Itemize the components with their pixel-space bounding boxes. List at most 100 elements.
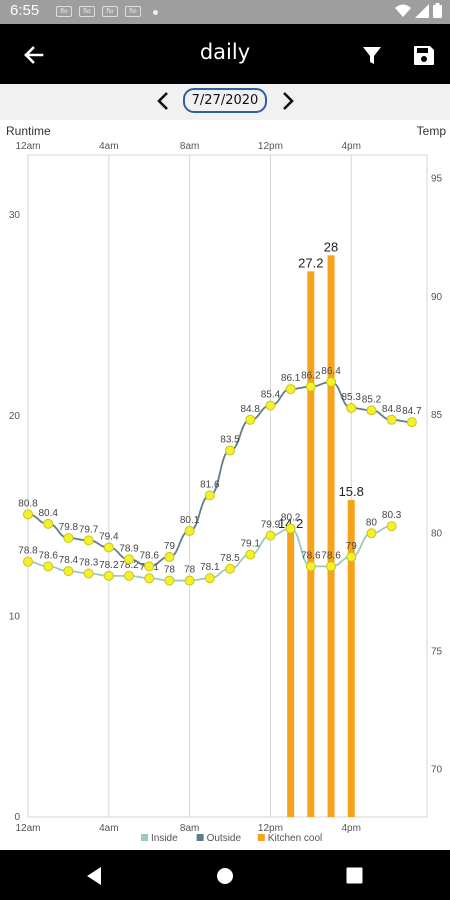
- data-point: [184, 525, 195, 536]
- left-tick-label: 30: [9, 210, 21, 221]
- data-point: [63, 566, 74, 577]
- x-tick-label-top: 4am: [99, 141, 118, 152]
- nav-back-icon[interactable]: [85, 866, 103, 886]
- filter-icon[interactable]: [357, 40, 387, 70]
- legend-label: Kitchen cool: [268, 833, 322, 844]
- data-point: [326, 376, 337, 387]
- data-label: 78.2: [99, 560, 119, 571]
- data-point: [144, 561, 155, 572]
- x-tick-label-bottom: 12am: [15, 823, 40, 834]
- data-point: [305, 381, 316, 392]
- data-label: 79: [346, 541, 358, 552]
- data-label: 79: [164, 541, 176, 552]
- data-point: [164, 575, 175, 586]
- bar-kitchen-cool: [307, 271, 315, 817]
- data-point: [225, 445, 236, 456]
- x-tick-label-bottom: 4am: [99, 823, 118, 834]
- plot-frame: [27, 154, 428, 818]
- notification-icon: fio: [56, 6, 72, 17]
- data-point: [124, 570, 135, 581]
- data-point: [285, 523, 296, 534]
- data-label: 79.1: [240, 539, 260, 550]
- data-label: 78.9: [119, 543, 139, 554]
- bar-kitchen-cool: [327, 255, 335, 817]
- data-point: [366, 528, 377, 539]
- data-label: 79.4: [99, 531, 119, 542]
- bar-value-label: 27.2: [298, 255, 323, 270]
- notification-icon: fio: [79, 6, 95, 17]
- legend-swatch: [257, 834, 265, 841]
- data-label: 83.5: [220, 435, 240, 446]
- data-point: [326, 561, 337, 572]
- data-label: 78.6: [139, 550, 159, 561]
- data-point: [245, 549, 256, 560]
- data-point: [204, 490, 215, 501]
- data-label: 78.6: [38, 550, 58, 561]
- data-label: 79.9: [261, 520, 281, 531]
- data-point: [164, 551, 175, 562]
- data-label: 85.4: [261, 390, 281, 401]
- nav-home-icon[interactable]: [216, 867, 234, 885]
- nav-recents-icon[interactable]: [346, 867, 363, 884]
- data-label: 80: [366, 517, 378, 528]
- data-point: [366, 405, 377, 416]
- left-tick-label: 0: [14, 812, 20, 823]
- notification-icon: fio: [125, 6, 141, 17]
- x-tick-label-bottom: 4pm: [342, 823, 361, 834]
- right-tick-label: 70: [431, 765, 443, 776]
- data-label: 78.3: [79, 557, 99, 568]
- date-navigator: 7/27/2020: [0, 84, 450, 120]
- data-label: 84.7: [402, 406, 422, 417]
- legend-label: Inside: [151, 833, 178, 844]
- data-point: [406, 417, 417, 428]
- legend-swatch: [196, 834, 204, 841]
- x-tick-label-top: 12pm: [258, 141, 283, 152]
- chevron-right-icon[interactable]: [280, 91, 296, 111]
- data-point: [285, 384, 296, 395]
- data-point: [23, 509, 33, 520]
- data-point: [265, 400, 276, 411]
- data-label: 86.2: [301, 371, 321, 382]
- data-label: 78.1: [200, 562, 220, 573]
- right-tick-label: 75: [431, 647, 443, 658]
- right-tick-label: 85: [431, 410, 443, 421]
- data-point: [225, 563, 236, 574]
- data-point: [245, 414, 256, 425]
- data-label: 79.7: [79, 524, 99, 535]
- data-point: [386, 521, 397, 532]
- data-point: [83, 568, 94, 579]
- x-tick-label-top: 4pm: [342, 141, 361, 152]
- x-tick-label-top: 12am: [15, 141, 40, 152]
- data-label: 85.3: [342, 392, 362, 403]
- data-point: [43, 518, 54, 529]
- bar-value-label: 28: [324, 239, 338, 254]
- date-picker-button[interactable]: 7/27/2020: [183, 88, 267, 113]
- chart-area: Runtime Temp 12am 12am 4am 4am 8am 8am 12pm 12pm 4…: [0, 120, 450, 850]
- data-label: 86.1: [281, 373, 301, 384]
- data-label: 78.4: [59, 555, 79, 566]
- data-label: 78.8: [18, 546, 38, 557]
- data-point: [305, 561, 316, 572]
- data-point: [144, 573, 155, 584]
- data-point: [103, 570, 114, 581]
- data-label: 80.4: [38, 508, 58, 519]
- wifi-icon: [395, 4, 411, 17]
- save-icon[interactable]: [409, 40, 439, 70]
- x-tick-label-bottom: 8am: [180, 823, 199, 834]
- daily-chart: Runtime Temp 12am 12am 4am 4am 8am 8am 12pm 12pm 4…: [6, 124, 446, 844]
- battery-icon: [433, 3, 442, 18]
- data-point: [265, 530, 276, 541]
- arrow-back-icon[interactable]: [18, 40, 48, 70]
- legend-label: Outside: [207, 833, 242, 844]
- data-label: 80.8: [18, 498, 38, 509]
- legend-swatch: [141, 834, 148, 841]
- data-point: [184, 575, 195, 586]
- data-point: [103, 542, 114, 553]
- data-label: 85.2: [362, 394, 382, 405]
- chevron-left-icon[interactable]: [155, 91, 171, 111]
- notification-icons: fio fio fio fio: [56, 6, 141, 17]
- data-label: 78.5: [220, 553, 240, 564]
- left-axis-title: Runtime: [6, 124, 51, 138]
- data-point: [23, 556, 33, 567]
- data-label: 78: [164, 565, 176, 576]
